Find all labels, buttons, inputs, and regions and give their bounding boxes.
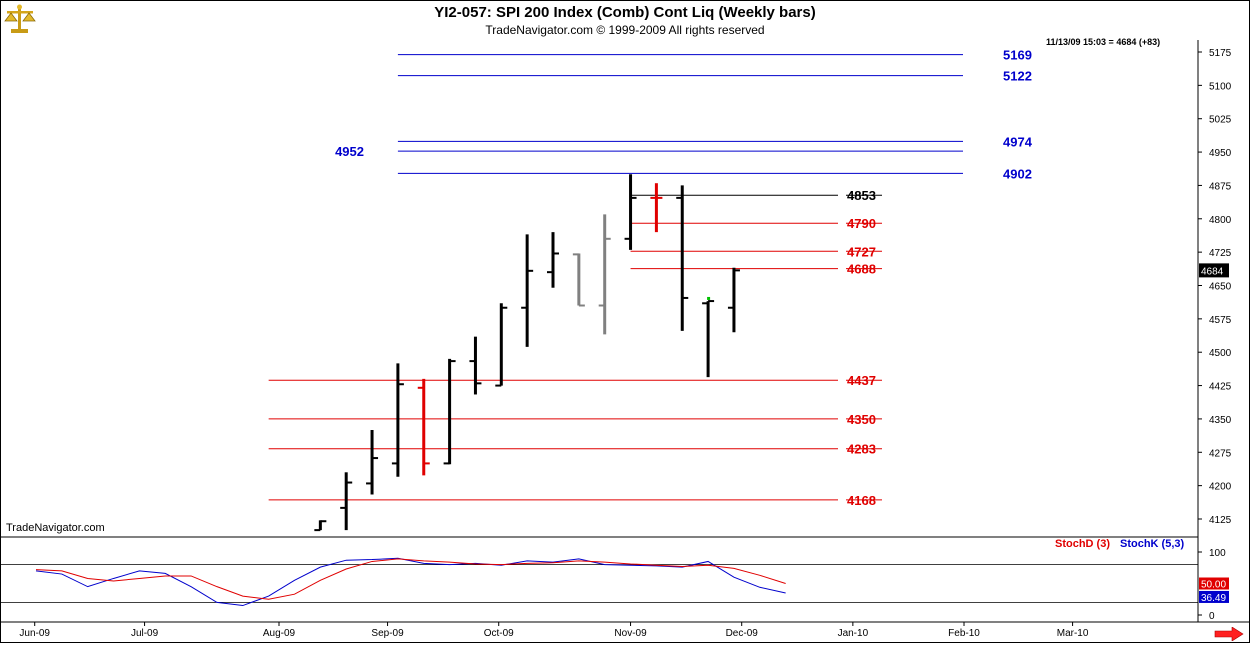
chart-subtitle: TradeNavigator.com © 1999-2009 All right…	[485, 23, 765, 37]
level-label: 4350	[847, 412, 876, 427]
price-tick-label: 4425	[1209, 382, 1232, 393]
stochd-value-box	[1199, 577, 1229, 590]
time-tick-label: Oct-09	[484, 628, 514, 639]
stochd-line	[35, 558, 786, 600]
level-label: 4853	[847, 188, 876, 203]
legend-stochk: StochK (5,3)	[1120, 538, 1185, 550]
time-tick-label: Nov-09	[614, 628, 647, 639]
price-tick-label: 4650	[1209, 282, 1232, 293]
price-tick-label: 4350	[1209, 415, 1232, 426]
ohlc-bar	[314, 520, 327, 532]
level-label: 5122	[1003, 69, 1032, 84]
ohlc-bar	[366, 430, 379, 495]
time-tick-label: Sep-09	[371, 628, 404, 639]
level-label: 5169	[1003, 48, 1032, 63]
level-label: 4283	[847, 442, 876, 457]
osc-tick-label: 0	[1209, 611, 1215, 622]
time-tick-label: Dec-09	[726, 628, 759, 639]
signal-marker	[707, 296, 711, 300]
price-tick-label: 4950	[1209, 148, 1232, 159]
ohlc-bar	[598, 214, 611, 335]
ohlc-bar	[417, 378, 430, 476]
level-label: 4727	[847, 244, 876, 259]
time-tick-label: Jun-09	[19, 628, 50, 639]
price-tick-label: 5100	[1209, 81, 1232, 92]
gold-scale-logo-icon	[3, 3, 37, 35]
price-tick-label: 4575	[1209, 315, 1232, 326]
legend-stochd: StochD (3)	[1055, 538, 1110, 550]
time-tick-label: Aug-09	[263, 628, 296, 639]
watermark: TradeNavigator.com	[6, 522, 105, 534]
ohlc-bar	[391, 363, 404, 477]
price-tick-label: 4275	[1209, 448, 1232, 459]
ohlc-bar	[547, 232, 559, 288]
time-tick-label: Mar-10	[1057, 628, 1089, 639]
ohlc-bar	[624, 174, 637, 250]
stochk-value-box	[1199, 590, 1229, 603]
price-tick-label: 4500	[1209, 348, 1232, 359]
price-tick-label: 5175	[1209, 48, 1232, 59]
level-label: 4974	[1003, 134, 1033, 149]
price-tick-label: 5025	[1209, 115, 1232, 126]
ohlc-bar	[443, 358, 456, 465]
level-label: 4902	[1003, 166, 1032, 181]
price-tick-label: 4125	[1209, 515, 1232, 526]
level-label: 4790	[847, 216, 876, 231]
ohlc-bar	[676, 185, 689, 331]
ohlc-bar	[521, 234, 534, 347]
ohlc-bar	[702, 300, 715, 378]
price-tick-label: 4800	[1209, 215, 1232, 226]
level-label: 4688	[847, 262, 876, 277]
price-tick-label: 4200	[1209, 482, 1232, 493]
osc-tick-label: 100	[1209, 548, 1226, 559]
stochk-line	[35, 557, 786, 607]
stochd-value-label: 50.00	[1201, 580, 1226, 591]
ohlc-bar	[340, 472, 353, 531]
time-tick-label: Feb-10	[948, 628, 980, 639]
level-label: 4437	[847, 373, 876, 388]
ohlc-bar	[469, 336, 482, 395]
price-tick-label: 4725	[1209, 248, 1232, 259]
last-price-box	[1199, 263, 1229, 278]
chart-title: YI2-057: SPI 200 Index (Comb) Cont Liq (…	[434, 4, 816, 21]
level-label: 4952	[335, 144, 364, 159]
time-tick-label: Jul-09	[131, 628, 159, 639]
last-price-label: 4684	[1201, 266, 1224, 277]
ohlc-bar	[495, 303, 508, 387]
ohlc-bar	[727, 267, 740, 333]
ohlc-bar	[650, 183, 663, 233]
ohlc-bar	[572, 253, 585, 307]
level-label: 4168	[847, 493, 876, 508]
stochk-value-label: 36.49	[1201, 593, 1226, 604]
time-tick-label: Jan-10	[838, 628, 869, 639]
price-tick-label: 4875	[1209, 181, 1232, 192]
last-update-stamp: 11/13/09 15:03 = 4684 (+83)	[1046, 37, 1161, 47]
scroll-right-arrow-icon[interactable]	[1214, 626, 1244, 646]
